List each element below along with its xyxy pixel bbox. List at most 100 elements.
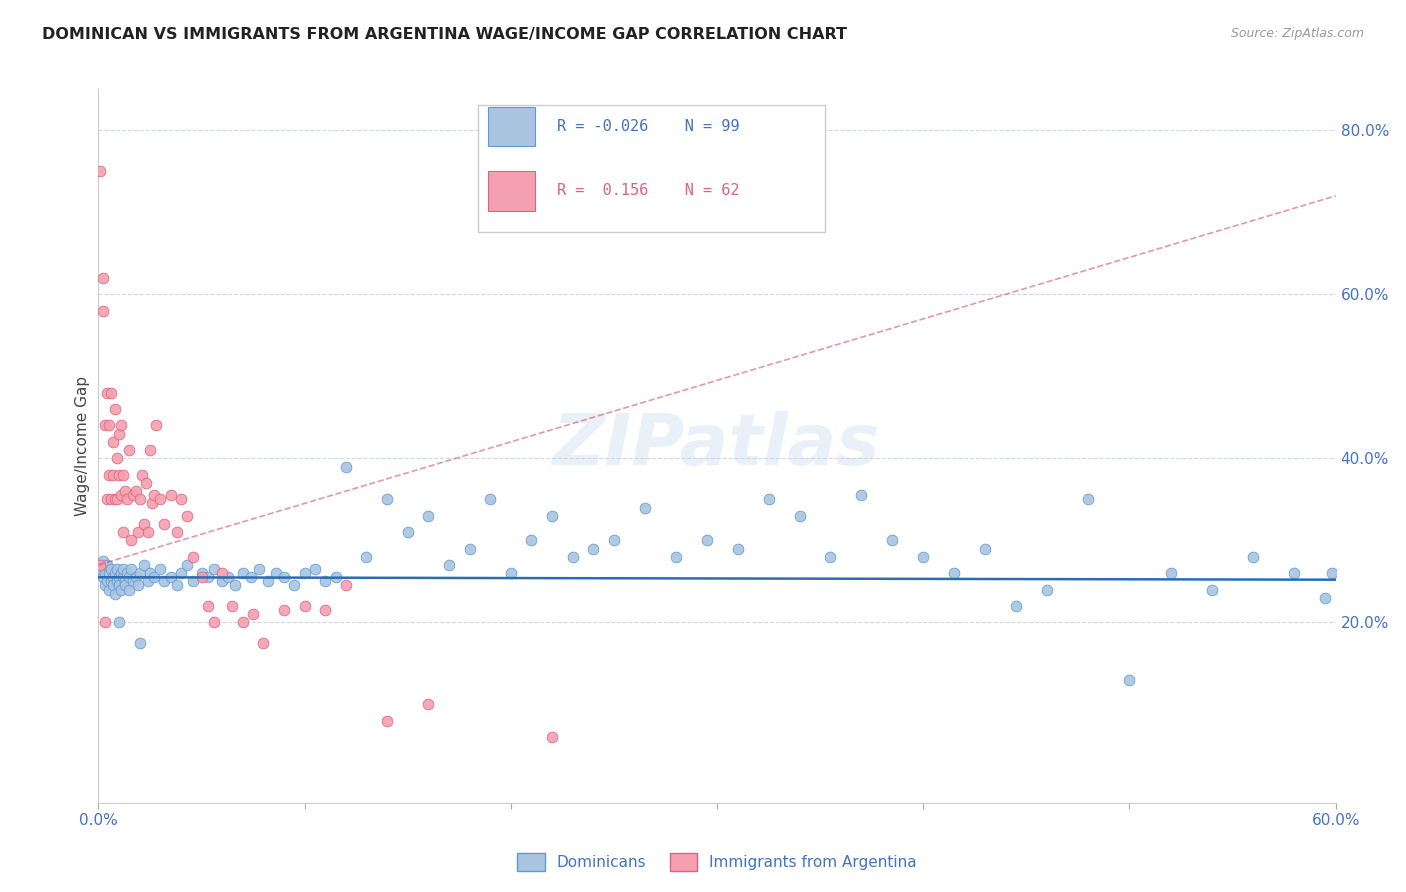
Point	[141, 496, 163, 510]
Point	[110, 566, 132, 581]
Point	[143, 488, 166, 502]
Point	[112, 467, 135, 482]
Point	[101, 434, 124, 449]
Point	[479, 492, 502, 507]
Point	[131, 467, 153, 482]
Point	[149, 492, 172, 507]
Text: ZIPatlas: ZIPatlas	[554, 411, 880, 481]
Point	[1315, 591, 1337, 605]
Text: DOMINICAN VS IMMIGRANTS FROM ARGENTINA WAGE/INCOME GAP CORRELATION CHART: DOMINICAN VS IMMIGRANTS FROM ARGENTINA W…	[42, 27, 848, 42]
Point	[582, 541, 605, 556]
Point	[283, 578, 305, 592]
Point	[314, 574, 336, 589]
Point	[93, 418, 115, 433]
Point	[202, 615, 225, 630]
Point	[96, 558, 118, 572]
Point	[118, 570, 141, 584]
Point	[97, 418, 120, 433]
Point	[101, 578, 124, 592]
Point	[108, 570, 131, 584]
Point	[603, 533, 626, 548]
Point	[335, 578, 357, 592]
Point	[153, 574, 176, 589]
Point	[256, 574, 278, 589]
Point	[159, 570, 181, 584]
Point	[136, 525, 159, 540]
Point	[273, 570, 295, 584]
Point	[132, 558, 155, 572]
Point	[139, 443, 162, 458]
Point	[727, 541, 749, 556]
Point	[294, 599, 316, 613]
Point	[128, 492, 150, 507]
Point	[166, 525, 188, 540]
Point	[153, 516, 176, 531]
Point	[418, 698, 440, 712]
Point	[110, 418, 132, 433]
Point	[1160, 566, 1182, 581]
Point	[89, 558, 111, 572]
Point	[91, 303, 114, 318]
Point	[190, 566, 212, 581]
Point	[851, 488, 873, 502]
Point	[143, 570, 166, 584]
Point	[112, 562, 135, 576]
Point	[437, 558, 460, 572]
Point	[396, 525, 419, 540]
Y-axis label: Wage/Income Gap: Wage/Income Gap	[75, 376, 90, 516]
Point	[93, 578, 115, 592]
Point	[335, 459, 357, 474]
Point	[105, 574, 128, 589]
Point	[789, 508, 811, 523]
Point	[294, 566, 316, 581]
Point	[264, 566, 287, 581]
Point	[96, 492, 118, 507]
FancyBboxPatch shape	[488, 171, 536, 211]
Point	[135, 475, 157, 490]
Point	[112, 570, 135, 584]
Point	[112, 525, 135, 540]
Point	[136, 574, 159, 589]
Point	[114, 484, 136, 499]
Point	[304, 562, 326, 576]
Point	[166, 578, 188, 592]
Point	[145, 418, 167, 433]
Point	[105, 492, 128, 507]
Point	[541, 508, 564, 523]
Point	[273, 603, 295, 617]
Point	[1320, 566, 1343, 581]
Point	[120, 562, 142, 576]
Point	[181, 549, 204, 564]
Point	[224, 578, 246, 592]
Point	[211, 574, 233, 589]
Point	[108, 615, 131, 630]
Point	[1241, 549, 1264, 564]
Point	[240, 570, 263, 584]
Point	[170, 492, 193, 507]
Point	[96, 385, 118, 400]
Point	[197, 599, 219, 613]
Point	[190, 570, 212, 584]
Point	[93, 615, 115, 630]
Point	[499, 566, 522, 581]
Point	[104, 492, 127, 507]
Point	[101, 570, 124, 584]
Point	[247, 562, 270, 576]
Point	[108, 578, 131, 592]
Point	[108, 426, 131, 441]
Point	[418, 508, 440, 523]
Point	[149, 562, 172, 576]
Point	[96, 574, 118, 589]
Text: R = -0.026    N = 99: R = -0.026 N = 99	[557, 120, 740, 134]
Point	[159, 488, 181, 502]
Point	[104, 566, 127, 581]
FancyBboxPatch shape	[478, 105, 825, 232]
Point	[232, 566, 254, 581]
Point	[127, 578, 149, 592]
Point	[314, 603, 336, 617]
Point	[170, 566, 193, 581]
Point	[943, 566, 966, 581]
Point	[100, 492, 122, 507]
Point	[820, 549, 842, 564]
Point	[1284, 566, 1306, 581]
